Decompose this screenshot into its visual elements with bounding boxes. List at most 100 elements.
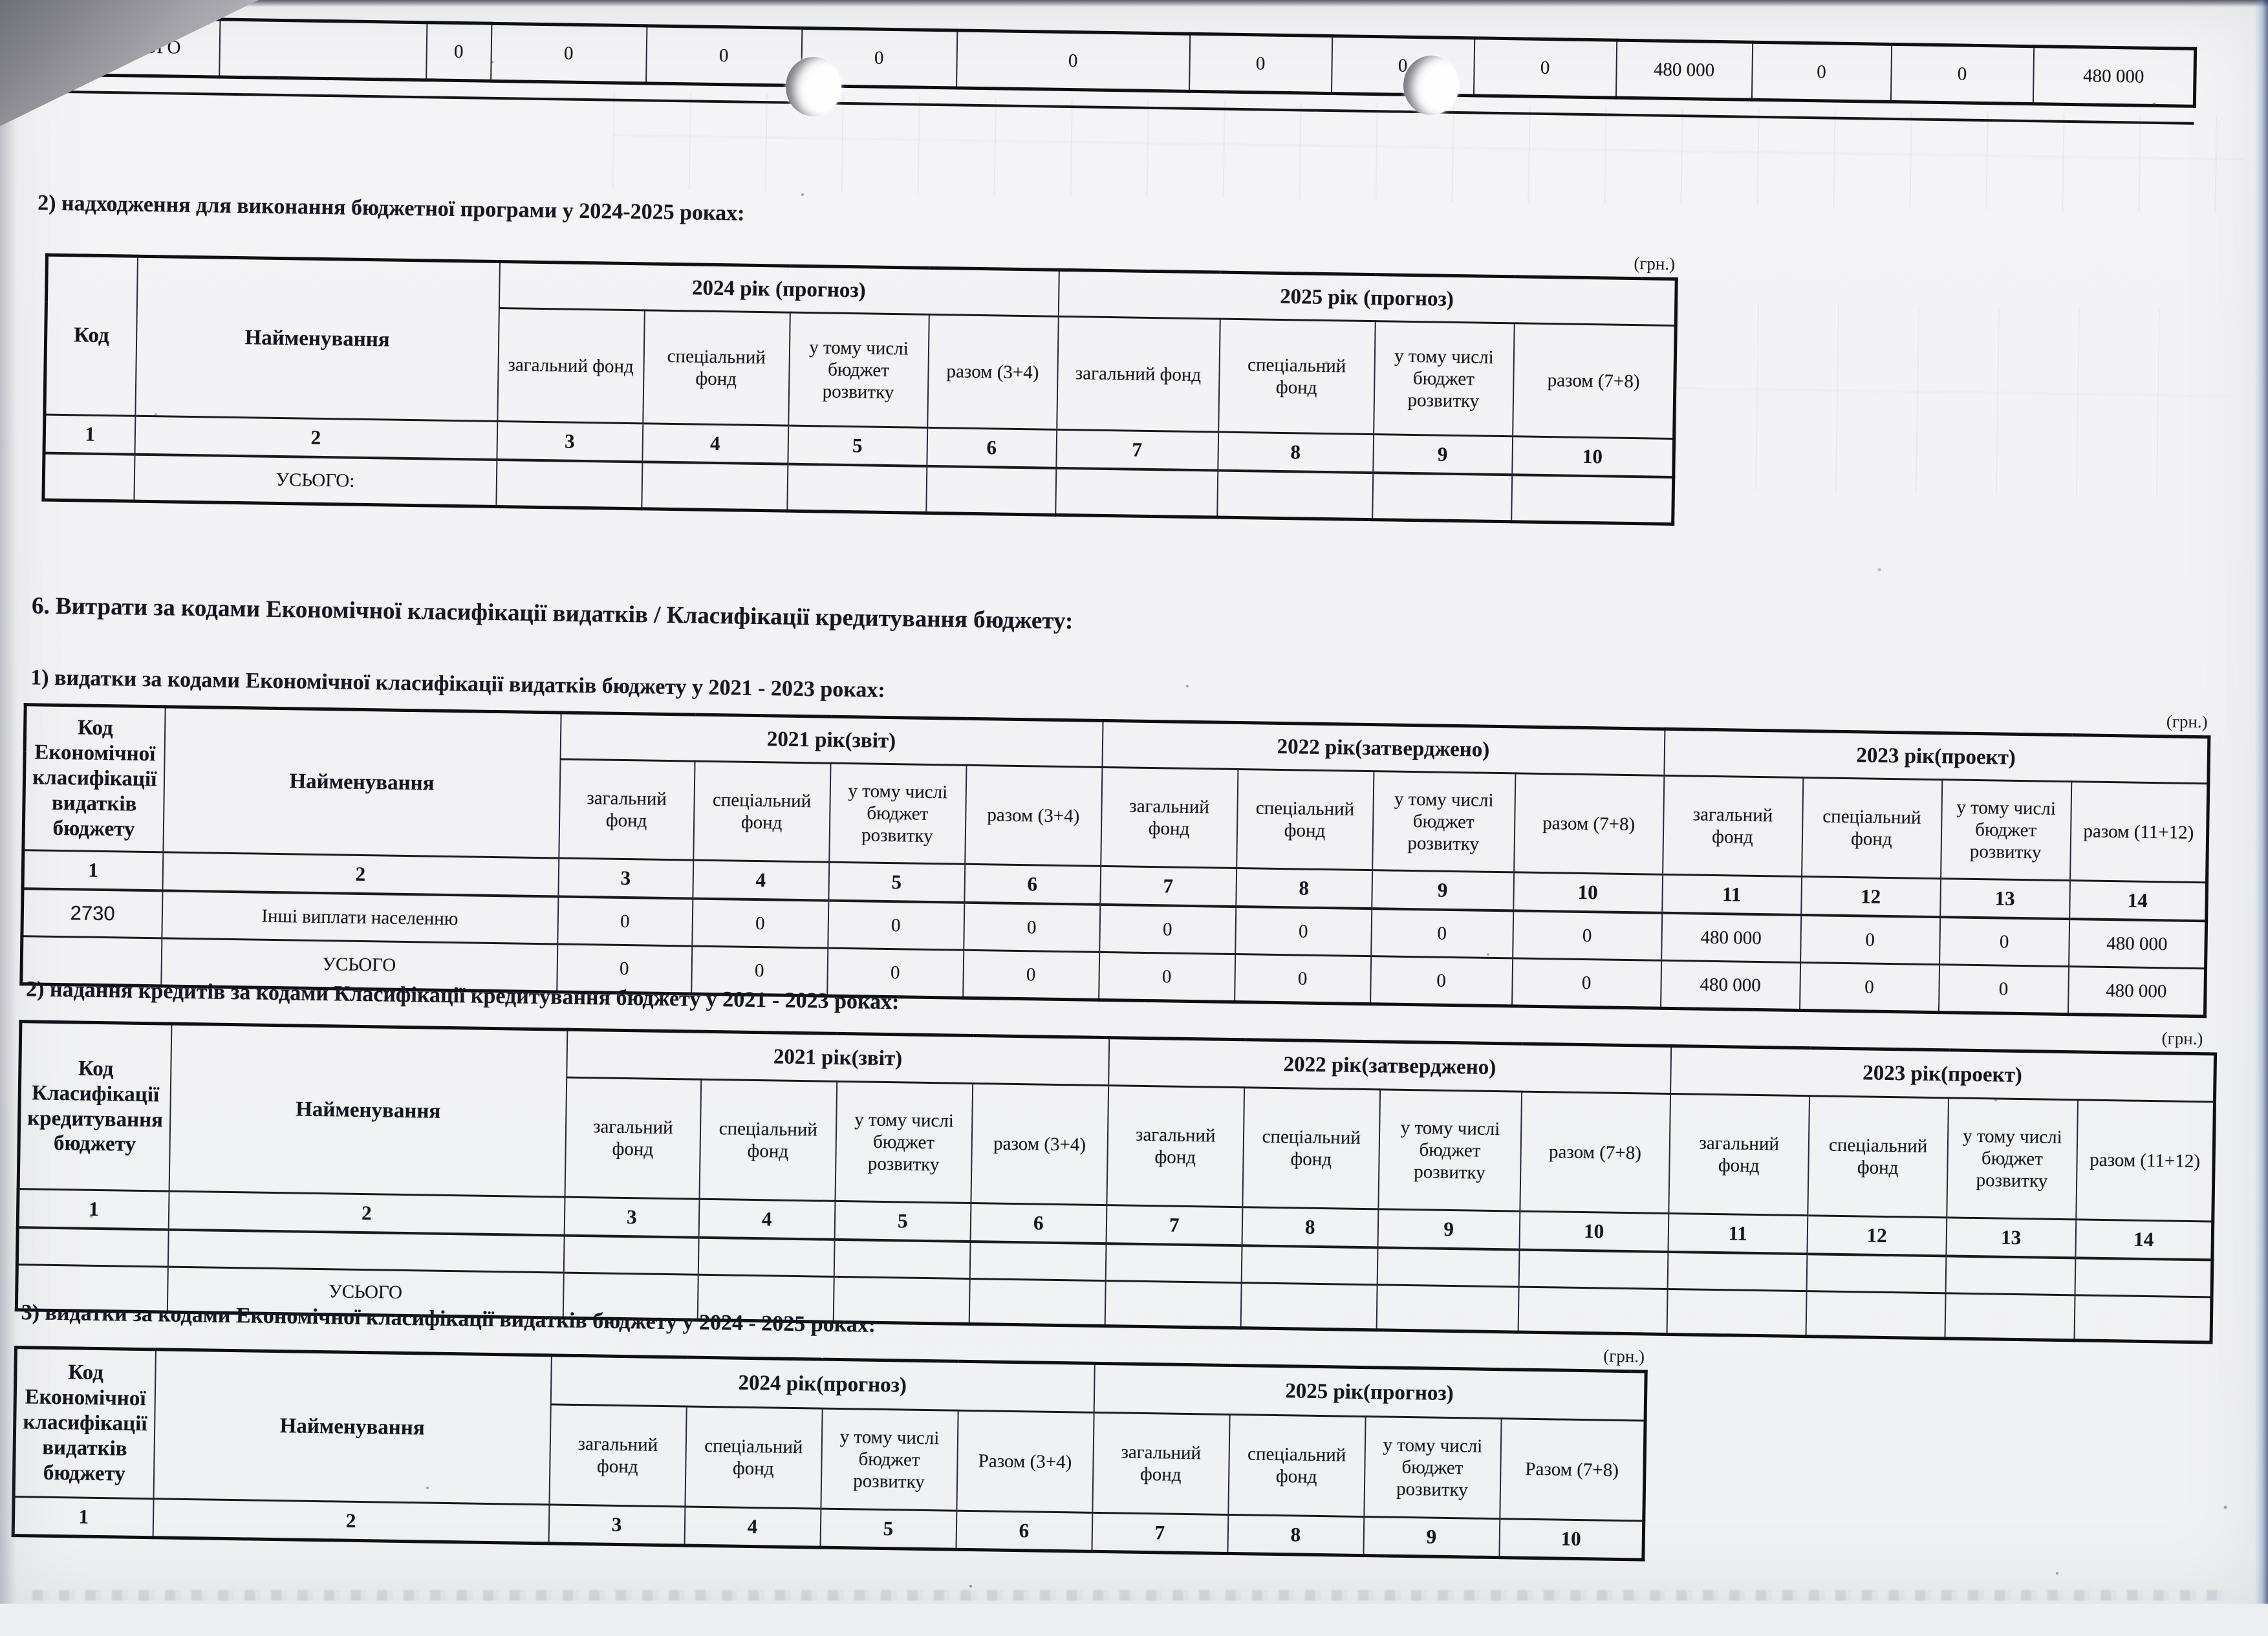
value-cell: 480 000 xyxy=(1661,912,1801,963)
bleed-through-bottom-strip xyxy=(32,1590,2231,1600)
col-num: 9 xyxy=(1372,434,1513,475)
previous-table-total-row: УСЬОГО 0 0 0 0 0 0 0 0 480 000 0 0 480 0… xyxy=(65,16,2198,108)
col-header-name: Найменування xyxy=(162,706,561,858)
col-header-total34: Разом (3+4) xyxy=(956,1410,1094,1513)
value-cell: 0 xyxy=(1890,44,2034,104)
empty-cell xyxy=(563,1235,699,1275)
col-header-total78: разом (7+8) xyxy=(1512,323,1676,439)
col-num: 12 xyxy=(1807,1215,1947,1256)
empty-cell xyxy=(1105,1280,1242,1328)
col-num: 5 xyxy=(834,1201,971,1242)
col-num: 1 xyxy=(22,850,163,891)
col-header-incl-dev: у тому числі бюджет розвитку xyxy=(1940,779,2071,881)
value-cell: 0 xyxy=(1189,34,1332,94)
col-header-total34: разом (3+4) xyxy=(971,1083,1108,1205)
empty-cell xyxy=(1376,1284,1519,1333)
col-header-incl-dev: у тому числі бюджет розвитку xyxy=(820,1408,958,1511)
col-num: 13 xyxy=(1939,878,2070,920)
year-group-2024: 2024 рік (прогноз) xyxy=(499,261,1059,317)
col-num: 11 xyxy=(1668,1213,1808,1254)
total-row: УСЬОГО 0 0 0 0 0 0 0 0 480 000 0 0 480 0… xyxy=(67,17,2196,107)
value-cell: 0 xyxy=(963,902,1100,953)
empty-cell xyxy=(2074,1295,2212,1342)
value-cell: 0 xyxy=(962,950,1099,1000)
col-num: 2 xyxy=(153,1498,549,1544)
col-header-code: Код xyxy=(44,255,138,416)
empty-cell xyxy=(219,19,427,80)
col-header-general-fund: загальний фонд xyxy=(558,759,695,861)
col-header-total1112: разом (11+12) xyxy=(2076,1099,2215,1222)
col-num: 3 xyxy=(564,1197,700,1238)
year-group-2025: 2025 рік(прогноз) xyxy=(1094,1363,1647,1421)
col-header-incl-dev: у тому числі бюджет розвитку xyxy=(788,312,929,428)
expenses-2024-2025-table: Код Економічної класифікації видатків бю… xyxy=(11,1346,1648,1562)
value-cell: 0 xyxy=(1099,904,1236,954)
value-cell: 0 xyxy=(490,23,647,83)
col-header-name: Найменування xyxy=(135,256,500,422)
col-header-general-fund: загальний фонд xyxy=(1056,316,1220,433)
col-num: 9 xyxy=(1377,1209,1520,1250)
year-group-2021: 2021 рік(звіт) xyxy=(567,1029,1110,1086)
year-group-2023: 2023 рік(проект) xyxy=(1663,729,2209,784)
col-header-total1112: разом (11+12) xyxy=(2069,781,2209,883)
value-cell: 0 xyxy=(1473,38,1617,98)
hole-punch-right xyxy=(1403,56,1459,115)
value-cell: 480 000 xyxy=(2068,919,2207,969)
col-header-name: Найменування xyxy=(153,1349,552,1505)
col-header-incl-dev: у тому числі бюджет розвитку xyxy=(828,763,966,865)
col-num: 9 xyxy=(1363,1516,1500,1558)
col-header-general-fund: загальний фонд xyxy=(1100,767,1238,868)
col-header-incl-dev: у тому числі бюджет розвитку xyxy=(1373,321,1515,436)
col-num: 3 xyxy=(496,421,643,462)
value-cell: 0 xyxy=(691,898,828,949)
value-cell: 0 xyxy=(827,900,964,951)
col-num: 6 xyxy=(955,1511,1092,1552)
empty-cell xyxy=(925,466,1056,515)
section6-sub1-heading: 1) видатки за кодами Економічної класифі… xyxy=(30,665,885,702)
year-group-2024: 2024 рік(прогноз) xyxy=(550,1355,1095,1413)
col-num: 7 xyxy=(1055,429,1218,471)
col-num: 4 xyxy=(692,860,829,901)
col-num: 4 xyxy=(642,423,788,464)
col-num: 7 xyxy=(1091,1512,1228,1554)
col-num: 10 xyxy=(1513,872,1663,913)
empty-cell xyxy=(1055,468,1218,518)
col-num: 5 xyxy=(828,862,965,903)
col-header-special-fund: спеціальний фонд xyxy=(1801,777,1942,879)
value-cell: 0 xyxy=(645,25,802,86)
col-header-code: Код Економічної класифікації видатків бю… xyxy=(14,1347,156,1499)
currency-note: (грн.) xyxy=(2166,711,2208,732)
col-header-general-fund: загальний фонд xyxy=(548,1404,687,1507)
col-header-incl-dev: у тому числі бюджет розвитку xyxy=(1372,771,1515,872)
col-num: 3 xyxy=(557,857,693,899)
scan-edge-right xyxy=(2255,0,2268,1604)
col-header-general-fund: загальний фонд xyxy=(1092,1412,1230,1515)
empty-cell xyxy=(1806,1291,1946,1339)
empty-cell xyxy=(1945,1293,2075,1340)
col-header-special-fund: спеціальний фонд xyxy=(1227,1414,1366,1517)
value-cell: 0 xyxy=(426,22,491,81)
col-num: 10 xyxy=(1498,1518,1644,1560)
value-cell: 0 xyxy=(1235,907,1372,956)
col-header-special-fund: спеціальний фонд xyxy=(1218,319,1376,435)
year-group-2022: 2022 рік(затверджено) xyxy=(1101,720,1665,776)
empty-cell xyxy=(1216,470,1373,520)
currency-note: (грн.) xyxy=(1634,253,1676,274)
col-header-total78: разом (7+8) xyxy=(1520,1092,1670,1214)
scan-edge-top xyxy=(233,0,2268,7)
year-group-2022: 2022 рік(затверджено) xyxy=(1108,1037,1671,1094)
col-num: 3 xyxy=(548,1504,685,1545)
hole-punch-left xyxy=(786,57,841,116)
col-header-special-fund: спеціальний фонд xyxy=(1242,1087,1380,1209)
value-cell: 0 xyxy=(1751,42,1892,102)
empty-cell xyxy=(1945,1256,2076,1295)
empty-cell xyxy=(1806,1254,1947,1293)
col-header-total34: разом (3+4) xyxy=(927,314,1059,430)
col-header-total34: разом (3+4) xyxy=(964,765,1102,866)
empty-cell xyxy=(1372,473,1512,522)
empty-cell xyxy=(1240,1282,1377,1330)
col-header-incl-dev: у тому числі бюджет розвитку xyxy=(1378,1089,1522,1212)
col-header-name: Найменування xyxy=(169,1024,568,1198)
